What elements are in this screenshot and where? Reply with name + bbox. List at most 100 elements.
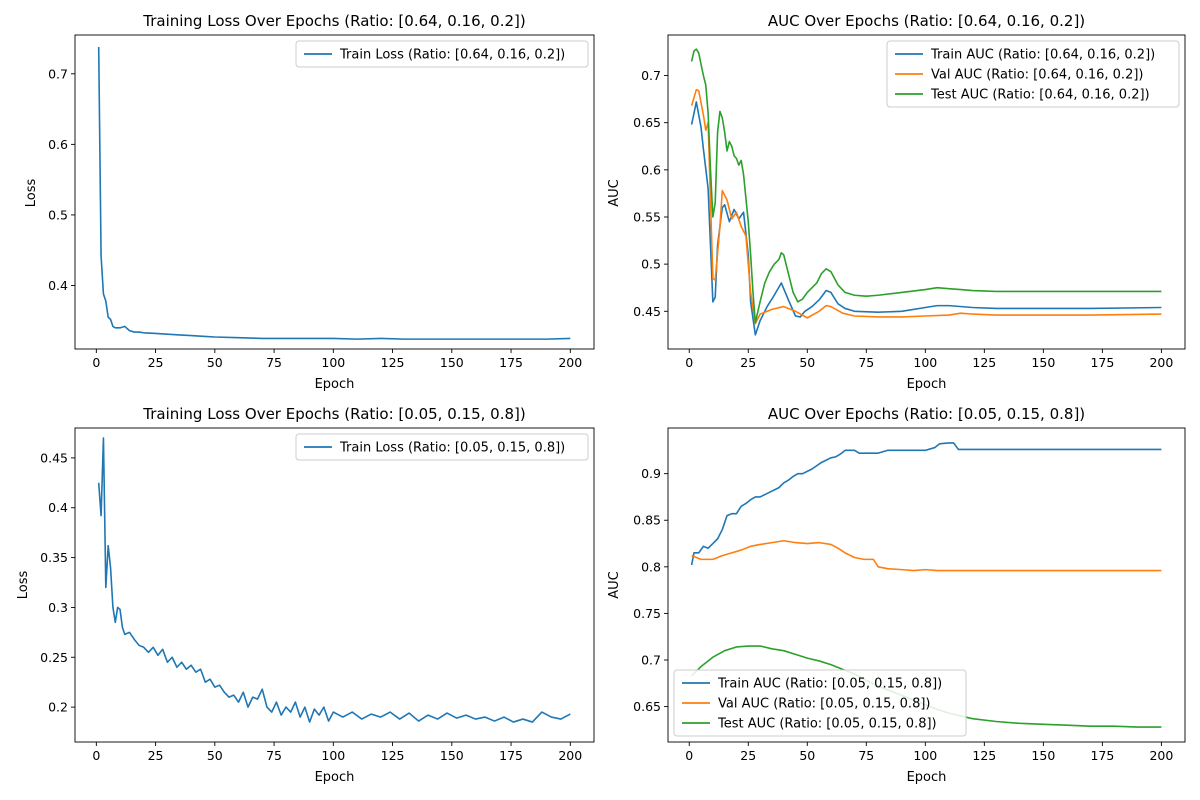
- axes-frame: [74, 427, 595, 743]
- y-tick-label: 0.4: [48, 500, 68, 515]
- x-tick-label: 0: [92, 748, 100, 763]
- x-axis-label: Epoch: [315, 377, 355, 392]
- plot-area: 0 25 50 75 100 125 150 175 200 0.4 0.5 0.6 0.7 Train …: [48, 34, 595, 370]
- x-tick-label: 100: [321, 355, 345, 370]
- series-line-blue: [97, 46, 571, 340]
- legend-label: Train Loss (Ratio: [0.64, 0.16, 0.2]): [339, 48, 565, 63]
- legend-label: Train AUC (Ratio: [0.64, 0.16, 0.2]): [930, 48, 1155, 63]
- x-tick-label: 100: [913, 355, 937, 370]
- x-tick-label: 200: [1149, 748, 1173, 763]
- y-tick-label: 0.6: [48, 137, 68, 152]
- y-axis-label: Loss: [16, 571, 31, 600]
- x-tick-label: 100: [321, 748, 345, 763]
- x-tick-label: 150: [1031, 748, 1055, 763]
- legend-box: [886, 40, 1180, 108]
- x-tick-label: 50: [207, 748, 223, 763]
- chart-title: AUC Over Epochs (Ratio: [0.05, 0.15, 0.8…: [768, 405, 1085, 423]
- legend-label: Test AUC (Ratio: [0.05, 0.15, 0.8]): [717, 717, 937, 732]
- y-axis-label: AUC: [607, 571, 622, 599]
- y-tick-label: 0.2: [48, 700, 68, 715]
- x-tick-label: 175: [1090, 355, 1114, 370]
- x-tick-label: 25: [740, 748, 756, 763]
- axes-frame: [667, 34, 1186, 350]
- x-tick-label: 150: [1031, 355, 1055, 370]
- x-tick-label: 25: [148, 748, 164, 763]
- legend-box: [673, 669, 967, 737]
- x-tick-label: 75: [858, 748, 874, 763]
- legend-box: [295, 433, 589, 461]
- x-tick-label: 25: [740, 355, 756, 370]
- x-tick-label: 75: [266, 355, 282, 370]
- x-tick-label: 125: [972, 748, 996, 763]
- x-tick-label: 150: [440, 748, 464, 763]
- x-tick-label: 50: [207, 355, 223, 370]
- chart-title: AUC Over Epochs (Ratio: [0.64, 0.16, 0.2…: [768, 12, 1085, 30]
- x-tick-label: 75: [266, 748, 282, 763]
- x-tick-label: 150: [440, 355, 464, 370]
- legend-label: Train AUC (Ratio: [0.05, 0.15, 0.8]): [717, 677, 942, 692]
- y-tick-label: 0.45: [40, 450, 68, 465]
- y-tick-label: 0.5: [641, 257, 661, 272]
- x-tick-label: 0: [685, 748, 693, 763]
- chart-title: Training Loss Over Epochs (Ratio: [0.05,…: [142, 405, 525, 423]
- series-line-blue: [690, 442, 1162, 566]
- x-tick-label: 175: [499, 355, 523, 370]
- x-tick-label: 200: [1149, 355, 1173, 370]
- chart-loss-ratio-005: Training Loss Over Epochs (Ratio: [0.05,…: [16, 405, 595, 785]
- legend: Train AUC (Ratio: [0.64, 0.16, 0.2]) Val …: [886, 40, 1180, 108]
- legend-label: Val AUC (Ratio: [0.05, 0.15, 0.8]): [718, 697, 930, 712]
- x-axis-label: Epoch: [907, 377, 947, 392]
- x-tick-label: 125: [381, 748, 405, 763]
- series-line-orange: [690, 88, 1162, 325]
- y-tick-label: 0.7: [48, 66, 68, 81]
- y-axis-label: AUC: [607, 179, 622, 207]
- x-tick-label: 0: [92, 355, 100, 370]
- x-tick-label: 75: [858, 355, 874, 370]
- y-tick-label: 0.5: [48, 207, 68, 222]
- x-tick-label: 0: [685, 355, 693, 370]
- y-tick-label: 0.8: [641, 559, 661, 574]
- y-tick-label: 0.6: [641, 162, 661, 177]
- chart-auc-ratio-005: AUC Over Epochs (Ratio: [0.05, 0.15, 0.8…: [607, 405, 1186, 785]
- y-axis-label: Loss: [24, 179, 39, 208]
- x-tick-label: 200: [558, 748, 582, 763]
- legend: Train Loss (Ratio: [0.64, 0.16, 0.2]): [295, 40, 589, 68]
- x-tick-label: 50: [799, 355, 815, 370]
- plot-area: 0 25 50 75 100 125 150 175 200 0.65 0.7 0.75 0.8 0.85…: [633, 427, 1186, 763]
- chart-auc-ratio-064: AUC Over Epochs (Ratio: [0.64, 0.16, 0.2…: [607, 12, 1186, 392]
- legend-label: Train Loss (Ratio: [0.05, 0.15, 0.8]): [339, 441, 565, 456]
- axes-frame: [74, 34, 595, 350]
- plot-area: 0 25 50 75 100 125 150 175 200 0.2 0.25 0.3 0.35 0.4 0…: [40, 427, 595, 763]
- legend: Train AUC (Ratio: [0.05, 0.15, 0.8]) Val …: [673, 669, 967, 737]
- x-axis-label: Epoch: [907, 770, 947, 785]
- x-tick-label: 125: [381, 355, 405, 370]
- legend-box: [295, 40, 589, 68]
- y-tick-label: 0.25: [40, 650, 68, 665]
- y-tick-label: 0.35: [40, 550, 68, 565]
- y-tick-label: 0.65: [633, 115, 661, 130]
- series-line-blue: [97, 437, 571, 723]
- series-line-orange: [691, 539, 1162, 572]
- x-tick-label: 125: [972, 355, 996, 370]
- legend-label: Val AUC (Ratio: [0.64, 0.16, 0.2]): [931, 68, 1143, 83]
- y-tick-label: 0.55: [633, 209, 661, 224]
- y-tick-label: 0.75: [633, 606, 661, 621]
- legend-label: Test AUC (Ratio: [0.64, 0.16, 0.2]): [930, 88, 1150, 103]
- y-tick-label: 0.7: [641, 68, 661, 83]
- x-tick-label: 50: [799, 748, 815, 763]
- chart-loss-ratio-064: Training Loss Over Epochs (Ratio: [0.64,…: [24, 12, 595, 392]
- y-tick-label: 0.7: [641, 653, 661, 668]
- y-tick-label: 0.3: [48, 600, 68, 615]
- x-tick-label: 25: [148, 355, 164, 370]
- y-tick-label: 0.4: [48, 278, 68, 293]
- legend: Train Loss (Ratio: [0.05, 0.15, 0.8]): [295, 433, 589, 461]
- x-tick-label: 175: [1090, 748, 1114, 763]
- y-tick-label: 0.45: [633, 304, 661, 319]
- series-line-green: [690, 48, 1162, 324]
- plot-area: 0 25 50 75 100 125 150 175 200 0.45 0.5 0.55 0.6 0.65…: [633, 34, 1186, 370]
- y-tick-label: 0.9: [641, 466, 661, 481]
- x-tick-label: 175: [499, 748, 523, 763]
- chart-title: Training Loss Over Epochs (Ratio: [0.64,…: [142, 12, 525, 30]
- y-tick-label: 0.85: [633, 513, 661, 528]
